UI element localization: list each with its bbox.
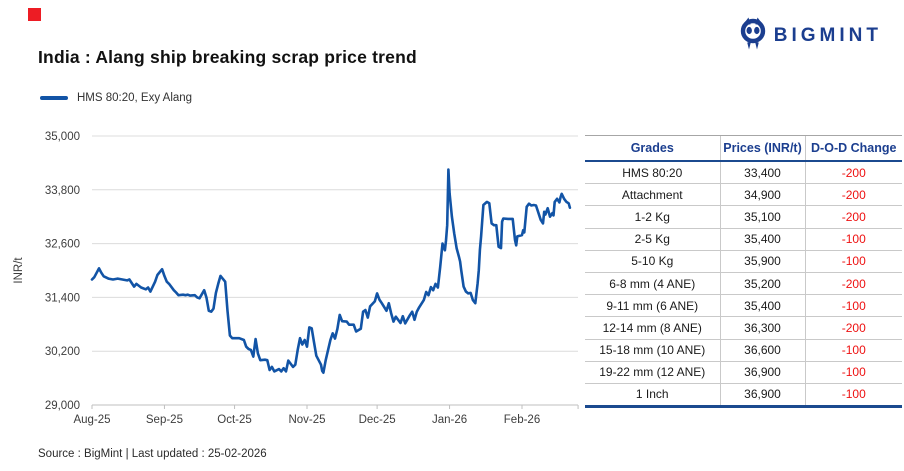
change-cell: -100 [804,338,902,362]
change-cell: -100 [804,249,902,273]
change-cell: -200 [804,205,902,229]
svg-text:Sep-25: Sep-25 [146,414,183,426]
svg-text:Jan-26: Jan-26 [432,414,467,426]
grade-cell: 1 Inch [585,382,720,409]
grade-cell: Attachment [585,183,720,206]
table-row: 2-5 Kg 35,400 -100 [585,227,902,251]
chart-legend: HMS 80:20, Exy Alang [40,92,192,104]
svg-text:30,200: 30,200 [45,346,80,358]
price-cell: 33,400 [719,161,805,184]
legend-label: HMS 80:20, Exy Alang [77,92,193,104]
grade-cell: 19-22 mm (12 ANE) [585,360,720,384]
price-cell: 36,300 [719,316,805,339]
table-row: 19-22 mm (12 ANE) 36,900 -100 [585,360,902,384]
grade-cell: 6-8 mm (4 ANE) [585,271,720,295]
brand-name: BIGMINT [773,24,882,46]
grade-cell: 9-11 mm (6 ANE) [585,294,720,317]
grade-cell: 1-2 Kg [585,205,720,229]
table-row: HMS 80:20 33,400 -200 [585,161,902,184]
price-cell: 35,100 [719,205,805,229]
price-cell: 35,400 [719,227,805,251]
change-cell: -200 [804,271,902,295]
price-table: Grades Prices (INR/t) D-O-D Change HMS 8… [585,135,902,409]
change-cell: -100 [804,360,902,384]
change-cell: -100 [804,382,902,409]
page-title: India : Alang ship breaking scrap price … [38,47,417,67]
col-header-dod-change: D-O-D Change [804,135,902,162]
source-note: Source : BigMint | Last updated : 25-02-… [38,448,267,460]
table-row: 1-2 Kg 35,100 -200 [585,205,902,229]
svg-text:29,000: 29,000 [45,400,80,412]
price-trend-chart: 29,000 30,200 31,400 32,600 33,800 35,000 Aug-… [13,131,579,426]
change-cell: -200 [804,316,902,339]
table-row: 6-8 mm (4 ANE) 35,200 -200 [585,271,902,295]
svg-text:INR/t: INR/t [13,257,25,284]
table-row: 1 Inch 36,900 -100 [585,382,902,409]
price-cell: 35,900 [719,249,805,273]
table-header-row: Grades Prices (INR/t) D-O-D Change [585,135,902,162]
price-trend-chart-area: 29,000 30,200 31,400 32,600 33,800 35,000 Aug-… [0,125,585,440]
table-row: 12-14 mm (8 ANE) 36,300 -200 [585,316,902,339]
col-header-grades: Grades [585,135,720,162]
bigmint-logo-icon [740,16,766,55]
col-header-prices: Prices (INR/t) [719,135,805,162]
svg-text:Oct-25: Oct-25 [217,414,252,426]
price-cell: 35,400 [719,294,805,317]
grade-cell: HMS 80:20 [622,165,683,180]
change-cell: -200 [804,161,902,184]
svg-text:31,400: 31,400 [45,292,80,304]
table-row: 15-18 mm (10 ANE) 36,600 -100 [585,338,902,362]
table-row: 9-11 mm (6 ANE) 35,400 -100 [585,294,902,317]
price-table-body: HMS 80:20 33,400 -200 Attachment 34,900 -200 1… [585,161,902,409]
legend-line-swatch [40,96,68,100]
change-cell: -100 [804,227,902,251]
price-cell: 36,900 [719,360,805,384]
change-cell: -200 [804,183,902,206]
table-row: Attachment 34,900 -200 [585,183,902,206]
grade-cell: 12-14 mm (8 ANE) [585,316,720,339]
price-cell: 35,200 [719,271,805,295]
svg-text:Aug-25: Aug-25 [73,414,110,426]
change-cell: -100 [804,294,902,317]
brand-logo: BIGMINT [740,16,882,55]
red-square-marker [28,8,41,21]
price-cell: 36,900 [719,382,805,409]
svg-text:33,800: 33,800 [45,185,80,197]
svg-text:35,000: 35,000 [45,131,80,143]
svg-text:Nov-25: Nov-25 [288,414,325,426]
svg-text:Dec-25: Dec-25 [359,414,396,426]
svg-text:Feb-26: Feb-26 [504,414,540,426]
svg-text:32,600: 32,600 [45,239,80,251]
grade-cell: 15-18 mm (10 ANE) [585,338,720,362]
grade-cell: 2-5 Kg [585,227,720,251]
grade-cell: 5-10 Kg [585,249,720,273]
price-cell: 36,600 [719,338,805,362]
table-row: 5-10 Kg 35,900 -100 [585,249,902,273]
price-cell: 34,900 [719,183,805,206]
